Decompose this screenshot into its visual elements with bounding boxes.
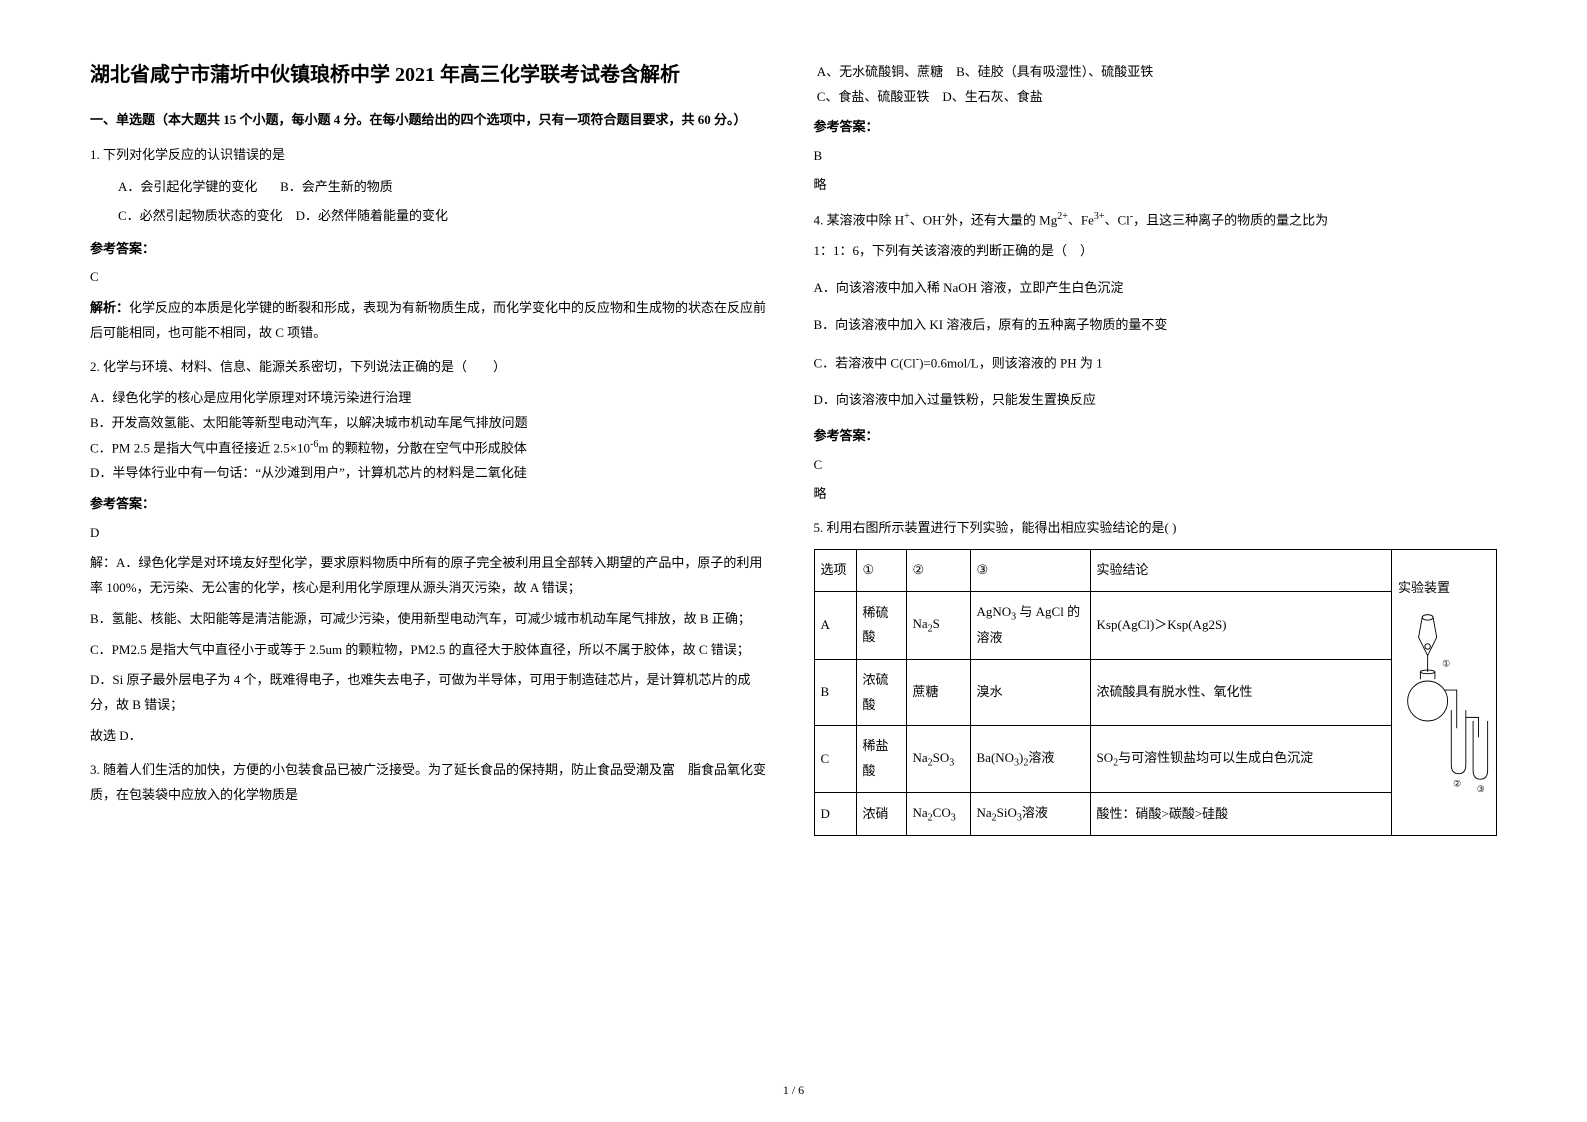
row-a-concl: Ksp(AgCl)＞Ksp(Ag2S)	[1090, 591, 1392, 659]
q2-stem: 2. 化学与环境、材料、信息、能源关系密切，下列说法正确的是（ ）	[90, 355, 774, 380]
row-b-c2: 蔗糖	[906, 659, 970, 725]
q3-answer: B	[814, 144, 1498, 169]
q2-explain-1: 解：A．绿色化学是对环境友好型化学，要求原料物质中所有的原子完全被利用且全部转入…	[90, 551, 774, 600]
q1-stem: 1. 下列对化学反应的认识错误的是	[90, 143, 774, 168]
row-d-c3: Na2SiO3溶液	[970, 792, 1090, 836]
q4-opt-c: C．若溶液中 C(Cl-)=0.6mol/L，则该溶液的 PH 为 1	[814, 350, 1498, 376]
th-concl: 实验结论	[1090, 549, 1392, 591]
q5-table: 选项 ① ② ③ 实验结论 实验装置	[814, 549, 1498, 836]
row-b-c3: 溴水	[970, 659, 1090, 725]
row-c-c2: Na2SO3	[906, 726, 970, 792]
q3-answer-label: 参考答案：	[814, 115, 1498, 140]
device-label: 实验装置	[1398, 576, 1490, 601]
row-b-concl: 浓硫酸具有脱水性、氧化性	[1090, 659, 1392, 725]
q3-opt-c: C、食盐、硫酸亚铁	[817, 89, 930, 104]
row-d-c2: Na2CO3	[906, 792, 970, 836]
q4-opt-b: B．向该溶液中加入 KI 溶液后，原有的五种离子物质的量不变	[814, 313, 1498, 338]
th-c1: ①	[856, 549, 906, 591]
q4-opt-d: D．向该溶液中加入过量铁粉，只能发生置换反应	[814, 388, 1498, 413]
q1-options: A．会引起化学键的变化 B．会产生新的物质 C．必然引起物质状态的变化 D．必然…	[90, 173, 774, 230]
q2-explain-5: 故选 D．	[90, 724, 774, 749]
q2-answer: D	[90, 521, 774, 546]
label-circle-3: ③	[1477, 784, 1485, 794]
q3-options-line1: A、无水硫酸铜、蔗糖 B、硅胶（具有吸湿性）、硫酸亚铁	[814, 60, 1498, 85]
th-opt: 选项	[814, 549, 856, 591]
q4-stem-post: 1：1：6，下列有关该溶液的判断正确的是（ ）	[814, 239, 1498, 264]
row-d-c1: 浓硝	[856, 792, 906, 836]
q1-answer-label: 参考答案：	[90, 237, 774, 262]
q3-options-line2: C、食盐、硫酸亚铁 D、生石灰、食盐	[814, 85, 1498, 110]
q1-opt-c: C．必然引起物质状态的变化	[118, 208, 283, 223]
q1-opt-d: D．必然伴随着能量的变化	[296, 208, 448, 223]
section-header: 一、单选题（本大题共 15 个小题，每小题 4 分。在每小题给出的四个选项中，只…	[90, 108, 774, 133]
q2-opt-c: C．PM 2.5 是指大气中直径接近 2.5×10-6m 的颗粒物，分散在空气中…	[90, 435, 774, 461]
exam-title: 湖北省咸宁市蒲圻中伙镇琅桥中学 2021 年高三化学联考试卷含解析	[90, 60, 774, 90]
row-a-c1: 稀硫酸	[856, 591, 906, 659]
q1-opt-a: A．会引起化学键的变化	[118, 179, 257, 194]
table-header-row: 选项 ① ② ③ 实验结论 实验装置	[814, 549, 1497, 591]
q3-opt-b: B、硅胶（具有吸湿性）、硫酸亚铁	[956, 64, 1153, 79]
q2-answer-label: 参考答案：	[90, 492, 774, 517]
row-c-c3: Ba(NO3)2溶液	[970, 726, 1090, 792]
q1-answer: C	[90, 265, 774, 290]
row-a-c2: Na2S	[906, 591, 970, 659]
q2-explain-4: D．Si 原子最外层电子为 4 个，既难得电子，也难失去电子，可做为半导体，可用…	[90, 668, 774, 717]
q1-explain: 解析：化学反应的本质是化学键的断裂和形成，表现为有新物质生成，而化学变化中的反应…	[90, 296, 774, 345]
row-a-c3: AgNO3 与 AgCl 的溶液	[970, 591, 1090, 659]
q4-answer: C	[814, 453, 1498, 478]
row-c-c1: 稀盐酸	[856, 726, 906, 792]
page-footer: 1 / 6	[0, 1083, 1587, 1098]
q4-answer-label: 参考答案：	[814, 424, 1498, 449]
row-a-id: A	[814, 591, 856, 659]
q2-explain-2: B．氢能、核能、太阳能等是清洁能源，可减少污染，使用新型电动汽车，可减少城市机动…	[90, 607, 774, 632]
right-column: A、无水硫酸铜、蔗糖 B、硅胶（具有吸湿性）、硫酸亚铁 C、食盐、硫酸亚铁 D、…	[814, 60, 1498, 1082]
th-c3: ③	[970, 549, 1090, 591]
q2-opt-a: A．绿色化学的核心是应用化学原理对环境污染进行治理	[90, 386, 774, 411]
label-circle-2: ②	[1453, 778, 1461, 788]
q1-explain-text: 化学反应的本质是化学键的断裂和形成，表现为有新物质生成，而化学变化中的反应物和生…	[90, 300, 766, 340]
q2-opt-d: D．半导体行业中有一句话：“从沙滩到用户”，计算机芯片的材料是二氧化硅	[90, 461, 774, 486]
q3-opt-d: D、生石灰、食盐	[942, 89, 1042, 104]
apparatus-diagram: ① ② ③	[1398, 601, 1490, 801]
row-b-id: B	[814, 659, 856, 725]
q4-stem-pre: 4. 某溶液中除 H+、OH-外，还有大量的 Mg2+、Fe3+、Cl-，且这三…	[814, 207, 1498, 233]
q2-opt-b: B．开发高效氢能、太阳能等新型电动汽车，以解决城市机动车尾气排放问题	[90, 411, 774, 436]
q2-explain-3: C．PM2.5 是指大气中直径小于或等于 2.5um 的颗粒物，PM2.5 的直…	[90, 638, 774, 663]
q4-opt-a: A．向该溶液中加入稀 NaOH 溶液，立即产生白色沉淀	[814, 276, 1498, 301]
row-b-c1: 浓硫酸	[856, 659, 906, 725]
q3-opt-a: A、无水硫酸铜、蔗糖	[817, 64, 943, 79]
q5-stem: 5. 利用右图所示装置进行下列实验，能得出相应实验结论的是( )	[814, 516, 1498, 541]
left-column: 湖北省咸宁市蒲圻中伙镇琅桥中学 2021 年高三化学联考试卷含解析 一、单选题（…	[90, 60, 774, 1082]
q4-omit: 略	[814, 482, 1498, 507]
q3-stem: 3. 随着人们生活的加快，方便的小包装食品已被广泛接受。为了延长食品的保持期，防…	[90, 758, 774, 807]
q3-omit: 略	[814, 173, 1498, 198]
q1-opt-b: B．会产生新的物质	[280, 179, 393, 194]
row-d-concl: 酸性：硝酸>碳酸>硅酸	[1090, 792, 1392, 836]
row-c-concl: SO2与可溶性钡盐均可以生成白色沉淀	[1090, 726, 1392, 792]
row-d-id: D	[814, 792, 856, 836]
th-device: 实验装置 ①	[1392, 549, 1497, 835]
th-c2: ②	[906, 549, 970, 591]
label-circle-1: ①	[1442, 658, 1450, 668]
row-c-id: C	[814, 726, 856, 792]
